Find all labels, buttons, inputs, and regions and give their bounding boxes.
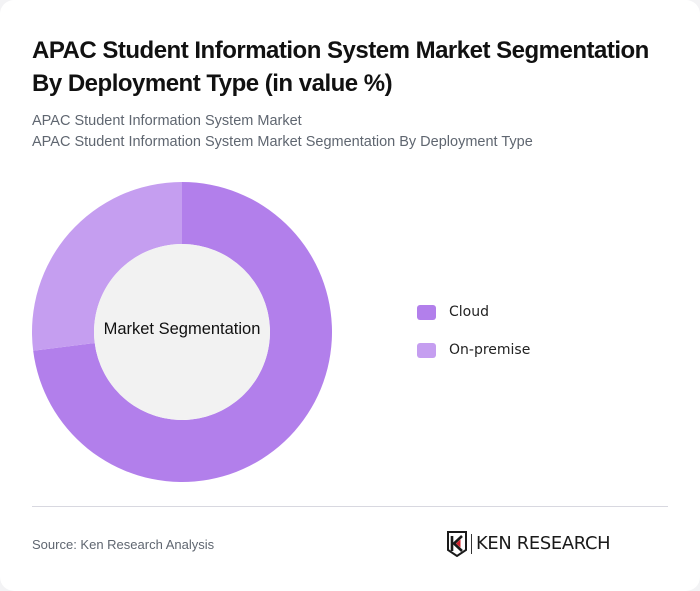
donut-slice-on-premise[interactable] (32, 182, 182, 351)
chart-subtitle-market: APAC Student Information System Market (32, 113, 302, 129)
chart-title: APAC Student Information System Market S… (32, 37, 649, 97)
legend-label-cloud: Cloud (449, 304, 489, 320)
donut-hole (94, 244, 270, 420)
donut-slice-cloud[interactable] (33, 182, 332, 482)
donut-center-label: Market Segmentation (103, 320, 261, 338)
source-note: Source: Ken Research Analysis (32, 537, 215, 552)
logo-text: KEN RESEARCH (476, 534, 611, 554)
legend-swatch-on-premise (417, 342, 436, 358)
chart-legend: Cloud On-premise (417, 302, 530, 378)
legend-swatch-cloud (417, 304, 436, 320)
chart-subtitle-segment: APAC Student Information System Market S… (32, 134, 533, 150)
ken-research-logo: KEN RESEARCH (447, 531, 611, 557)
legend-item-on-premise[interactable]: On-premise (417, 340, 530, 360)
legend-label-on-premise: On-premise (449, 342, 531, 358)
ken-research-shield-icon (447, 531, 467, 557)
donut-chart (32, 182, 332, 482)
footer-divider (32, 506, 668, 507)
logo-divider (471, 534, 472, 554)
legend-item-cloud[interactable]: Cloud (417, 302, 530, 322)
